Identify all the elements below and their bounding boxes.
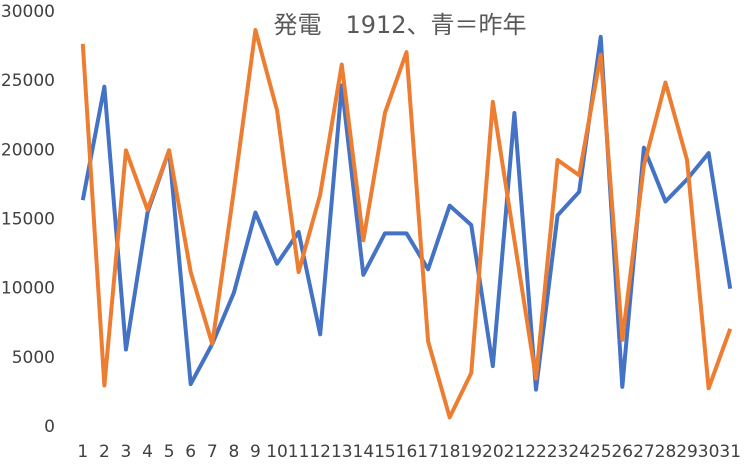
x-tick-label: 11 [288,442,310,462]
y-tick-label: 10000 [1,279,55,299]
y-tick-label: 30000 [1,2,55,22]
x-tick-label: 19 [460,442,482,462]
x-tick-label: 28 [655,442,677,462]
x-tick-label: 15 [374,442,396,462]
x-tick-label: 12 [309,442,331,462]
x-tick-label: 20 [482,442,504,462]
x-tick-label: 9 [250,442,261,462]
x-tick-label: 13 [331,442,353,462]
x-tick-label: 5 [164,442,175,462]
x-tick-label: 24 [568,442,590,462]
chart-title: 発電 1912、青＝昨年 [273,11,526,39]
y-tick-label: 5000 [12,348,55,368]
x-tick-label: 16 [396,442,418,462]
x-tick-label: 8 [228,442,239,462]
x-tick-label: 22 [525,442,547,462]
series-line [80,34,733,392]
y-tick-label: 25000 [1,71,55,91]
x-tick-label: 6 [185,442,196,462]
x-tick-label: 29 [676,442,698,462]
x-tick-label: 10 [266,442,288,462]
x-tick-label: 17 [417,442,439,462]
x-tick-label: 26 [611,442,633,462]
x-tick-label: 30 [698,442,720,462]
x-tick-label: 14 [353,442,375,462]
x-tick-label: 3 [121,442,132,462]
series-line [80,27,733,420]
x-tick-label: 2 [99,442,110,462]
x-tick-label: 18 [439,442,461,462]
x-tick-label: 7 [207,442,218,462]
x-tick-label: 25 [590,442,612,462]
x-tick-label: 23 [547,442,569,462]
x-tick-label: 21 [504,442,526,462]
y-tick-label: 0 [44,417,55,437]
x-tick-label: 4 [142,442,153,462]
x-tick-label: 31 [719,442,741,462]
x-tick-label: 1 [77,442,88,462]
y-tick-label: 15000 [1,210,55,230]
x-tick-label: 27 [633,442,655,462]
y-tick-label: 20000 [1,140,55,160]
